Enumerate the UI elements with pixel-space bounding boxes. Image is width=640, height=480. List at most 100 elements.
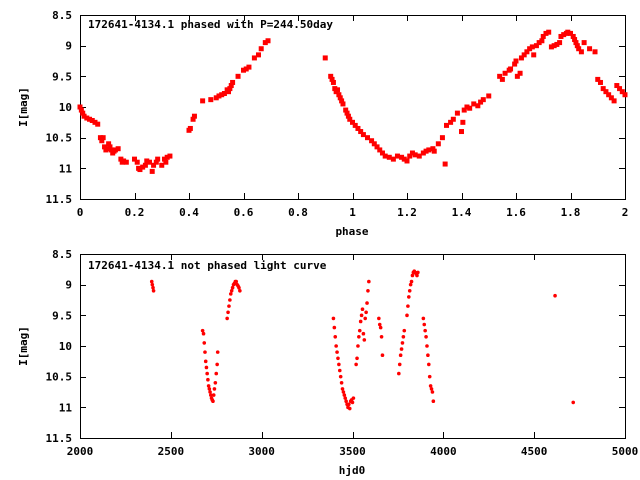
data-point bbox=[471, 101, 477, 107]
data-point bbox=[332, 325, 337, 330]
data-points bbox=[149, 269, 576, 411]
data-point bbox=[336, 356, 340, 361]
data-point bbox=[354, 362, 358, 367]
data-point bbox=[202, 341, 207, 345]
data-point bbox=[622, 92, 628, 98]
data-point bbox=[230, 285, 235, 290]
data-point bbox=[551, 43, 557, 49]
data-point bbox=[149, 279, 154, 284]
data-point bbox=[340, 101, 346, 107]
data-point bbox=[337, 362, 341, 367]
x-tick-label: 3000 bbox=[248, 445, 275, 458]
data-point bbox=[230, 79, 236, 85]
data-point bbox=[412, 152, 418, 158]
data-point bbox=[416, 153, 422, 159]
data-point bbox=[460, 119, 466, 125]
data-points bbox=[77, 29, 628, 174]
data-point bbox=[576, 46, 582, 52]
data-point bbox=[355, 125, 361, 131]
data-point bbox=[358, 319, 363, 324]
data-point bbox=[377, 316, 381, 321]
data-point bbox=[365, 301, 369, 305]
phased-light-curve-panel: 172641-4134.1 phased with P=244.50day ph… bbox=[17, 9, 628, 238]
x-axis-label: hjd0 bbox=[339, 464, 366, 477]
y-tick-label: 11.5 bbox=[46, 432, 73, 445]
x-tick-label: 0.2 bbox=[125, 206, 145, 219]
data-point bbox=[355, 356, 359, 361]
data-point bbox=[608, 95, 614, 101]
data-point bbox=[78, 107, 84, 113]
x-tick-label: 2500 bbox=[158, 445, 185, 458]
data-point bbox=[371, 141, 377, 147]
data-point bbox=[106, 141, 112, 147]
data-point bbox=[132, 156, 137, 162]
data-point bbox=[335, 350, 339, 354]
data-point bbox=[402, 328, 407, 333]
data-point bbox=[617, 86, 623, 92]
data-point bbox=[211, 393, 216, 397]
data-point bbox=[331, 316, 336, 321]
data-point bbox=[80, 110, 86, 116]
data-point bbox=[497, 73, 503, 79]
data-point bbox=[203, 359, 208, 364]
data-point bbox=[142, 162, 148, 168]
data-point bbox=[118, 156, 124, 162]
data-point bbox=[378, 325, 383, 330]
data-point bbox=[363, 316, 368, 321]
data-point bbox=[421, 316, 426, 321]
data-point bbox=[464, 104, 470, 110]
data-point bbox=[357, 328, 362, 333]
data-point bbox=[89, 117, 95, 123]
data-point bbox=[255, 52, 261, 58]
data-point bbox=[405, 313, 409, 318]
data-point bbox=[518, 55, 524, 61]
data-point bbox=[140, 164, 146, 170]
data-point bbox=[238, 289, 242, 293]
data-point bbox=[226, 310, 230, 315]
y-tick-label: 11.5 bbox=[46, 193, 73, 206]
data-point bbox=[423, 148, 429, 154]
y-tick-label: 8.5 bbox=[52, 248, 72, 261]
data-point bbox=[341, 390, 346, 394]
y-tick-label: 9 bbox=[65, 279, 72, 292]
x-tick-label: 0.8 bbox=[288, 206, 308, 219]
y-tick-label: 9.5 bbox=[52, 309, 72, 322]
data-point bbox=[406, 304, 410, 308]
data-point bbox=[558, 33, 564, 39]
data-point bbox=[329, 76, 335, 82]
unphased-light-curve-panel: 172641-4134.1 not phased light curve hjd… bbox=[17, 248, 638, 477]
data-point bbox=[595, 76, 601, 82]
data-point bbox=[592, 49, 598, 55]
data-point bbox=[235, 73, 241, 79]
data-point bbox=[227, 304, 231, 308]
data-point bbox=[258, 46, 264, 52]
data-point bbox=[531, 52, 537, 58]
data-point bbox=[336, 92, 342, 98]
data-point bbox=[475, 103, 481, 109]
data-point bbox=[571, 400, 576, 405]
data-point bbox=[204, 365, 209, 370]
data-point bbox=[211, 399, 215, 404]
data-point bbox=[543, 30, 549, 36]
data-point bbox=[461, 107, 467, 113]
data-point bbox=[99, 138, 105, 144]
data-point bbox=[345, 113, 351, 119]
data-point bbox=[134, 159, 140, 165]
data-point bbox=[364, 135, 370, 141]
data-point bbox=[408, 282, 413, 287]
data-point bbox=[587, 46, 593, 52]
data-point bbox=[554, 41, 560, 47]
data-point bbox=[228, 83, 234, 89]
data-point bbox=[335, 87, 341, 93]
data-point bbox=[397, 362, 402, 367]
data-point bbox=[422, 322, 427, 327]
data-point bbox=[357, 335, 361, 339]
data-point bbox=[428, 384, 433, 388]
data-point bbox=[570, 33, 576, 39]
data-point bbox=[221, 91, 227, 97]
data-point bbox=[213, 381, 218, 385]
data-point bbox=[214, 371, 219, 376]
data-point bbox=[84, 115, 90, 121]
x-tick-label: 1.4 bbox=[452, 206, 472, 219]
data-point bbox=[330, 79, 336, 85]
